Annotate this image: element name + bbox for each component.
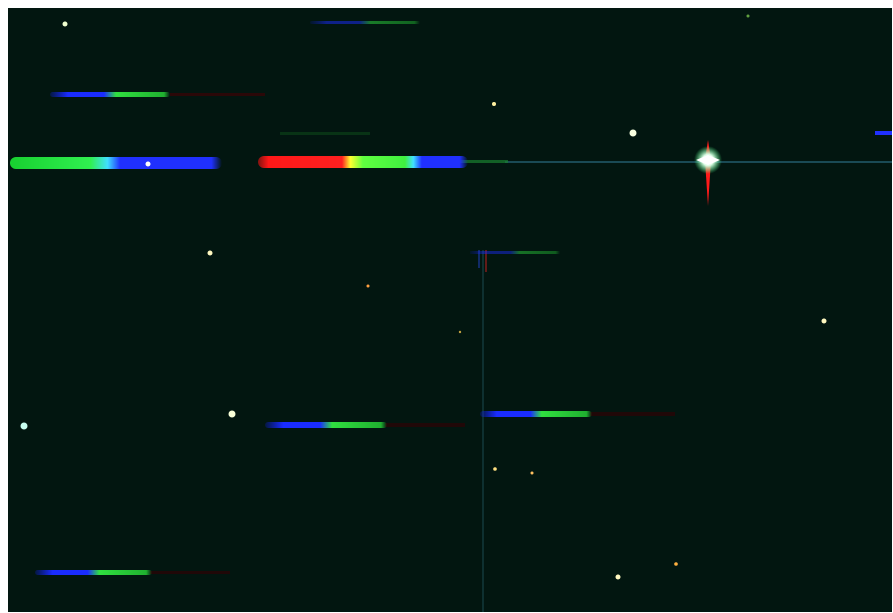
star: [674, 562, 678, 566]
star: [229, 411, 236, 418]
spectrum-streak: [265, 422, 387, 428]
star: [21, 423, 28, 430]
star: [493, 467, 497, 471]
spectrum-streak: [480, 411, 592, 417]
star: [531, 472, 534, 475]
star: [822, 319, 827, 324]
sky-background: [8, 8, 892, 612]
spectrum-tail: [150, 571, 230, 574]
spectra-image: [0, 0, 893, 613]
spectrum-streak: [280, 132, 370, 135]
star: [492, 102, 496, 106]
star: [459, 331, 461, 333]
spectrum-tail: [170, 93, 265, 96]
spectrum-streak: [10, 157, 222, 169]
spectrum-tail: [385, 423, 465, 427]
spectrum-streak: [50, 92, 170, 97]
spectrum-streak: [35, 570, 152, 575]
star: [63, 22, 68, 27]
spectrum-streak: [310, 21, 420, 24]
spectrum-streak: [470, 251, 560, 254]
spectrum-streak: [875, 131, 892, 135]
star: [616, 575, 621, 580]
star: [367, 285, 370, 288]
star: [630, 130, 637, 137]
star: [747, 15, 750, 18]
star: [146, 162, 151, 167]
page: (() => { const data = JSON.parse(documen…: [0, 0, 893, 613]
spectrum-tail: [590, 412, 675, 416]
star: [208, 251, 213, 256]
spectrum-streak: [258, 156, 468, 168]
